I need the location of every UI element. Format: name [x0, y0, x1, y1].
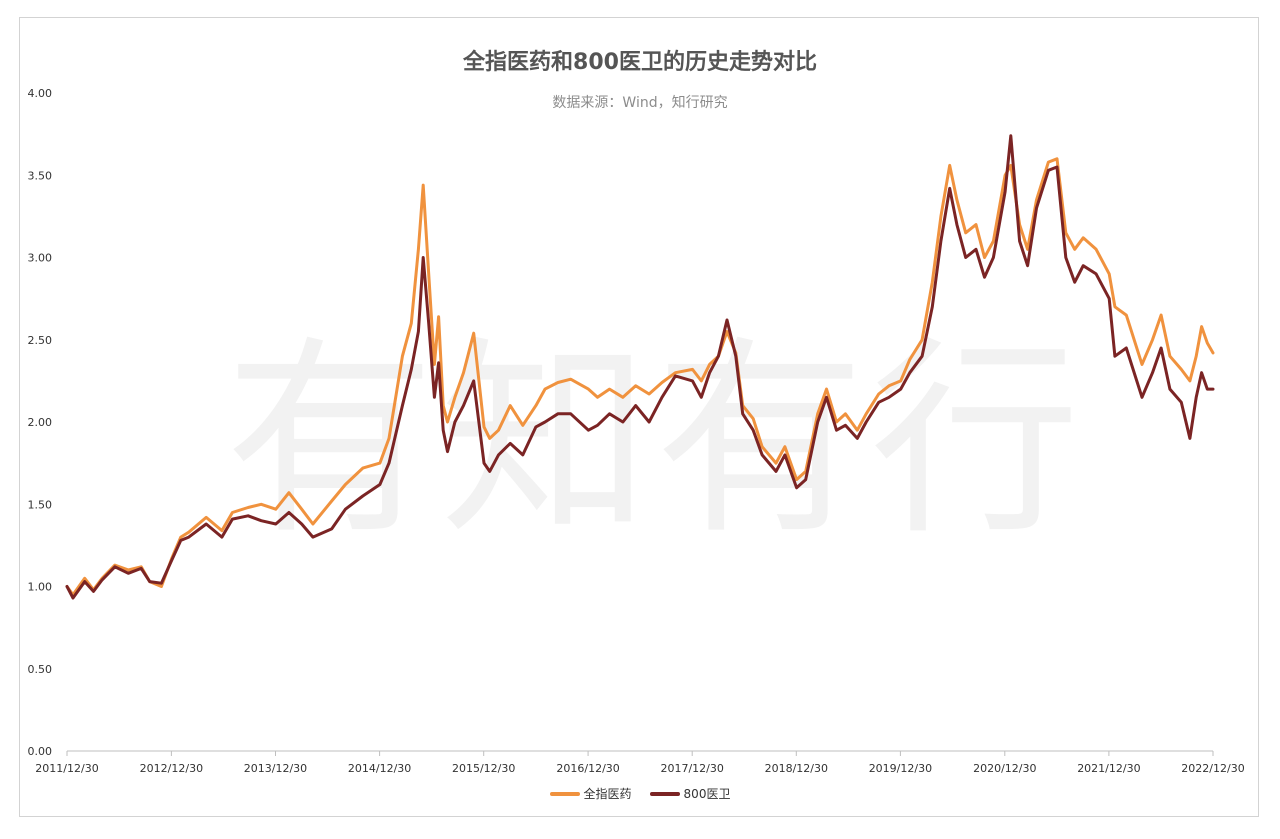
y-tick-label: 0.00 — [28, 745, 53, 758]
y-tick-label: 0.50 — [28, 663, 53, 676]
series-line-1 — [65, 134, 1215, 600]
y-tick-label: 1.00 — [28, 581, 53, 594]
y-tick-label: 3.00 — [28, 252, 53, 265]
legend-item-series-1: 800医卫 — [649, 785, 731, 802]
x-tick-label: 2012/12/30 — [140, 762, 203, 775]
x-tick-label: 2019/12/30 — [869, 762, 932, 775]
y-tick-label: 2.00 — [28, 416, 53, 429]
legend-swatch-series-0 — [549, 791, 580, 796]
chart-subtitle: 数据来源：Wind，知行研究 — [552, 95, 728, 111]
watermark: 有知有行 — [225, 318, 1086, 563]
legend-swatch-series-1 — [649, 791, 680, 796]
x-tick-label: 2011/12/30 — [35, 762, 98, 775]
y-tick-label: 3.50 — [28, 169, 53, 182]
x-tick-label: 2022/12/30 — [1181, 762, 1244, 775]
legend-label-series-0: 全指医药 — [583, 787, 632, 801]
y-tick-label: 4.00 — [28, 87, 53, 100]
x-tick-label: 2016/12/30 — [556, 762, 619, 775]
x-tick-label: 2020/12/30 — [973, 762, 1036, 775]
x-tick-label: 2018/12/30 — [765, 762, 828, 775]
y-tick-label: 2.50 — [28, 334, 53, 347]
chart-title: 全指医药和800医卫的历史走势对比 — [463, 50, 817, 75]
y-tick-label: 1.50 — [28, 498, 53, 511]
x-tick-label: 2017/12/30 — [660, 762, 723, 775]
legend-label-series-1: 800医卫 — [683, 787, 731, 801]
x-tick-label: 2021/12/30 — [1077, 762, 1140, 775]
x-tick-label: 2015/12/30 — [452, 762, 515, 775]
legend-item-series-0: 全指医药 — [549, 785, 632, 802]
legend: 全指医药 800医卫 — [0, 785, 1280, 802]
x-tick-label: 2014/12/30 — [348, 762, 411, 775]
series-line-0 — [65, 157, 1215, 597]
x-tick-label: 2013/12/30 — [244, 762, 307, 775]
chart-frame — [19, 17, 1259, 817]
